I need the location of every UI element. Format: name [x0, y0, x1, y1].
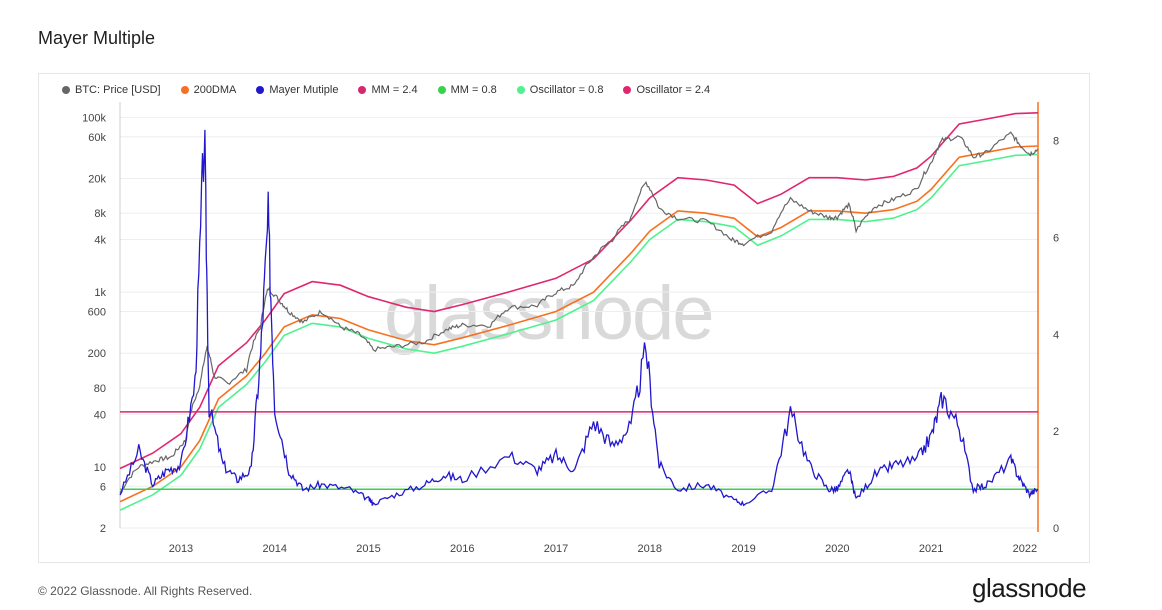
x-tick-label: 2021 [919, 543, 943, 555]
legend-dot-icon [256, 86, 265, 94]
legend-dot-icon [623, 86, 632, 94]
legend-item-mm-0-8[interactable]: MM = 0.8 [437, 84, 497, 96]
x-tick-label: 2013 [169, 543, 193, 555]
legend-item-oscillator-2-4[interactable]: Oscillator = 2.4 [623, 84, 710, 96]
x-tick-label: 2018 [638, 543, 662, 555]
legend-dot-icon [516, 86, 525, 94]
series-line-mayer-multiple [119, 129, 1039, 507]
x-tick-label: 2017 [544, 543, 568, 555]
y-tick-label-left: 20k [88, 173, 106, 185]
legend-item-200dma[interactable]: 200DMA [180, 84, 237, 96]
legend-label: MM = 0.8 [450, 84, 497, 96]
y-tick-label-right: 8 [1053, 136, 1059, 148]
y-tick-label-right: 0 [1053, 523, 1059, 535]
series-line-200dma [119, 145, 1039, 503]
x-tick-label: 2016 [450, 543, 474, 555]
legend-item-mayer-multiple[interactable]: Mayer Mutiple [256, 84, 338, 96]
legend-label: 200DMA [193, 84, 237, 96]
copyright-text: © 2022 Glassnode. All Rights Reserved. [38, 584, 253, 598]
x-tick-label: 2015 [356, 543, 380, 555]
series-line-oscillator-0-8 [119, 153, 1039, 511]
legend-label: Oscillator = 0.8 [529, 84, 604, 96]
legend-label: MM = 2.4 [371, 84, 418, 96]
y-tick-label-left: 100k [82, 112, 106, 124]
legend-item-mm-2-4[interactable]: MM = 2.4 [358, 84, 418, 96]
y-tick-label-right: 4 [1053, 329, 1059, 341]
series-line-oscillator-2-4 [119, 112, 1039, 470]
y-tick-label-right: 6 [1053, 233, 1059, 245]
chart-frame [38, 73, 1090, 563]
y-tick-label-left: 2 [100, 523, 106, 535]
y-tick-label-left: 10 [94, 462, 106, 474]
legend-dot-icon [358, 86, 367, 94]
y-tick-label-left: 1k [94, 287, 106, 299]
chart-title: Mayer Multiple [38, 28, 156, 48]
glassnode-logo: glassnode [972, 573, 1087, 603]
x-tick-label: 2022 [1013, 543, 1037, 555]
x-tick-label: 2019 [731, 543, 755, 555]
x-tick-label: 2014 [262, 543, 286, 555]
y-tick-label-left: 200 [88, 348, 106, 360]
legend-label: BTC: Price [USD] [75, 84, 161, 96]
chart-legend: BTC: Price [USD] 200DMA Mayer Mutiple MM… [62, 84, 730, 96]
legend-dot-icon [180, 86, 189, 94]
legend-item-price[interactable]: BTC: Price [USD] [62, 84, 161, 96]
legend-label: Oscillator = 2.4 [636, 84, 711, 96]
x-tick-label: 2020 [825, 543, 849, 555]
y-tick-label-left: 80 [94, 383, 106, 395]
y-tick-label-left: 60k [88, 132, 106, 144]
legend-dot-icon [437, 86, 446, 94]
y-tick-label-left: 4k [94, 235, 106, 247]
y-tick-label-right: 2 [1053, 426, 1059, 438]
legend-dot-icon [62, 86, 70, 94]
y-tick-label-left: 8k [94, 208, 106, 220]
series-line-btc-price [119, 131, 1039, 494]
legend-label: Mayer Mutiple [269, 84, 339, 96]
y-tick-label-left: 6 [100, 481, 106, 493]
legend-item-oscillator-0-8[interactable]: Oscillator = 0.8 [516, 84, 604, 96]
y-tick-label-left: 40 [94, 409, 106, 421]
y-tick-label-left: 600 [88, 307, 106, 319]
